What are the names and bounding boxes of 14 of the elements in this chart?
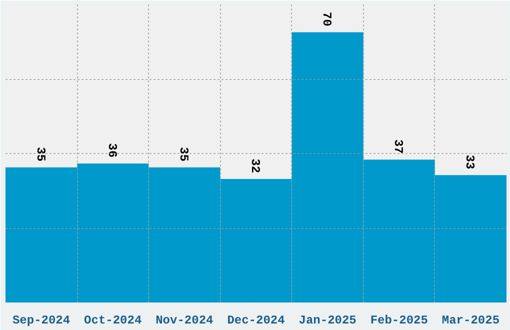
x-tick-label: Sep-2024 xyxy=(12,314,70,328)
x-tick-label: Nov-2024 xyxy=(156,314,214,328)
x-tick-label: Mar-2025 xyxy=(442,314,500,328)
x-tick-label: Feb-2025 xyxy=(370,314,428,328)
data-label: 36 xyxy=(104,143,119,158)
x-tick-label: Oct-2024 xyxy=(84,314,142,328)
data-label: 37 xyxy=(391,139,406,154)
x-tick-label: Jan-2025 xyxy=(298,314,356,328)
data-label: 35 xyxy=(176,147,190,162)
data-label: 33 xyxy=(462,154,477,170)
data-label: 70 xyxy=(320,12,334,26)
x-tick-label: Dec-2024 xyxy=(227,314,285,328)
data-label: 35 xyxy=(33,147,48,162)
data-label: 32 xyxy=(248,158,262,174)
